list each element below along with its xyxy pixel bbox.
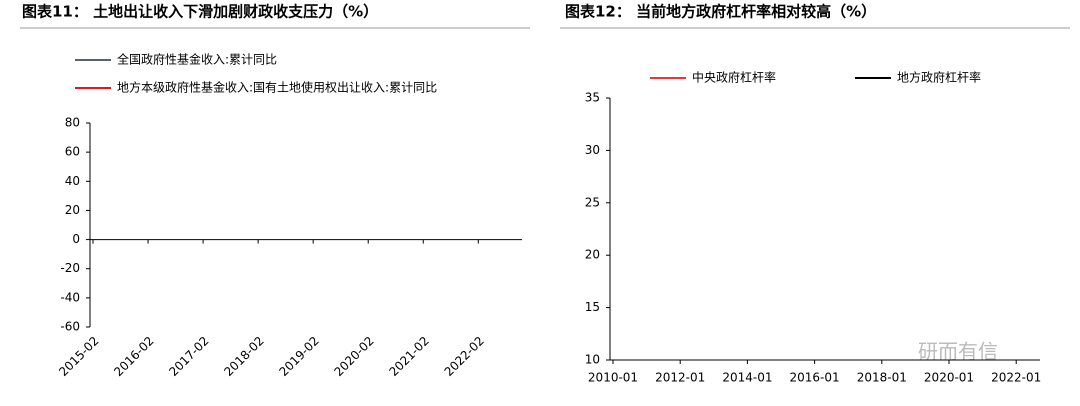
- y-tick-label: -40: [60, 290, 80, 304]
- y-tick-label: 40: [65, 174, 80, 188]
- legend-label: 地方本级政府性基金收入:国有土地使用权出让收入:累计同比: [117, 80, 437, 95]
- y-tick-label: -20: [60, 261, 80, 275]
- x-tick-label: 2019-02: [276, 334, 321, 379]
- x-tick-label: 2020-01: [924, 371, 974, 385]
- y-tick-label: 15: [585, 300, 600, 314]
- y-tick-label: 20: [65, 203, 80, 217]
- y-tick-label: 25: [585, 195, 600, 209]
- y-tick-label: -60: [60, 320, 80, 334]
- y-tick-label: 35: [585, 91, 600, 105]
- x-tick-label: 2018-01: [857, 371, 907, 385]
- x-tick-label: 2012-01: [655, 371, 705, 385]
- y-tick-label: 80: [65, 116, 80, 130]
- y-tick-label: 20: [585, 248, 600, 262]
- y-tick-label: 0: [72, 232, 80, 246]
- x-tick-label: 2014-01: [722, 371, 772, 385]
- x-tick-label: 2017-02: [166, 334, 211, 379]
- chart-title: 图表12： 当前地方政府杠杆率相对较高（%）: [565, 3, 876, 21]
- x-tick-label: 2016-02: [111, 334, 156, 379]
- x-tick-label: 2020-02: [331, 334, 376, 379]
- x-tick-label: 2018-02: [221, 334, 266, 379]
- x-tick-label: 2010-01: [588, 371, 638, 385]
- legend-label: 地方政府杠杆率: [897, 70, 981, 85]
- x-tick-label: 2021-02: [387, 334, 432, 379]
- x-tick-label: 2022-01: [991, 371, 1041, 385]
- x-tick-label: 2016-01: [790, 371, 840, 385]
- y-tick-label: 30: [585, 143, 600, 157]
- y-tick-label: 60: [65, 145, 80, 159]
- y-tick-label: 10: [585, 353, 600, 367]
- legend-label: 中央政府杠杆率: [692, 70, 776, 85]
- x-tick-label: 2015-02: [56, 334, 101, 379]
- chart-title: 图表11： 土地出让收入下滑加剧财政收支压力（%）: [22, 3, 378, 21]
- legend-label: 全国政府性基金收入:累计同比: [117, 52, 277, 67]
- x-tick-label: 2022-02: [442, 334, 487, 379]
